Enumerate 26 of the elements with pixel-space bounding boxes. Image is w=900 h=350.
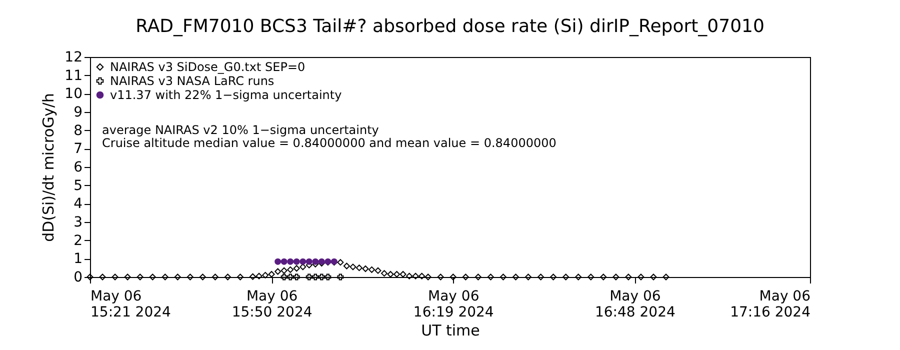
chart-title: RAD_FM7010 BCS3 Tail#? absorbed dose rate (Si) dirIP_Report_07010 [136, 16, 764, 37]
y-tick-label: 5 [74, 178, 82, 194]
y-tick-label: 11 [64, 68, 82, 84]
x-tick-label: May 06 15:50 2024 [232, 288, 312, 320]
y-tick-label: 8 [74, 122, 82, 139]
y-axis-title: dD(Si)/dt microGy/h [40, 93, 58, 242]
y-tick-label: 12 [64, 50, 82, 66]
x-tick-label: May 06 16:19 2024 [413, 288, 494, 320]
y-tick-label: 10 [64, 86, 82, 102]
y-tick-label: 3 [74, 214, 82, 230]
x-tick-label: May 06 16:48 2024 [594, 288, 676, 320]
y-tick-label: 1 [74, 251, 82, 268]
y-tick-label: 7 [74, 141, 82, 158]
legend-label: NAIRAS v3 SiDose_G0.txt SEP=0 [110, 60, 306, 74]
annotation: Cruise altitude median value = 0.84000000 and mean value = 0.84000000 [102, 136, 556, 150]
y-tick-label: 0 [74, 270, 82, 286]
legend-label: NAIRAS v3 NASA LaRC runs [110, 74, 274, 88]
x-axis-title: UT time [421, 322, 480, 340]
x-tick-label: May 06 15:21 2024 [90, 288, 172, 320]
legend-label: v11.37 with 22% 1−sigma uncertainty [110, 88, 342, 102]
y-tick-label: 2 [74, 232, 82, 249]
y-tick-label: 6 [74, 160, 83, 176]
y-tick-label: 9 [74, 104, 82, 120]
annotation: average NAIRAS v2 10% 1−sigma uncertainty [102, 123, 379, 137]
y-tick-label: 4 [74, 196, 83, 212]
x-tick-label: May 06 17:16 2024 [730, 288, 811, 320]
